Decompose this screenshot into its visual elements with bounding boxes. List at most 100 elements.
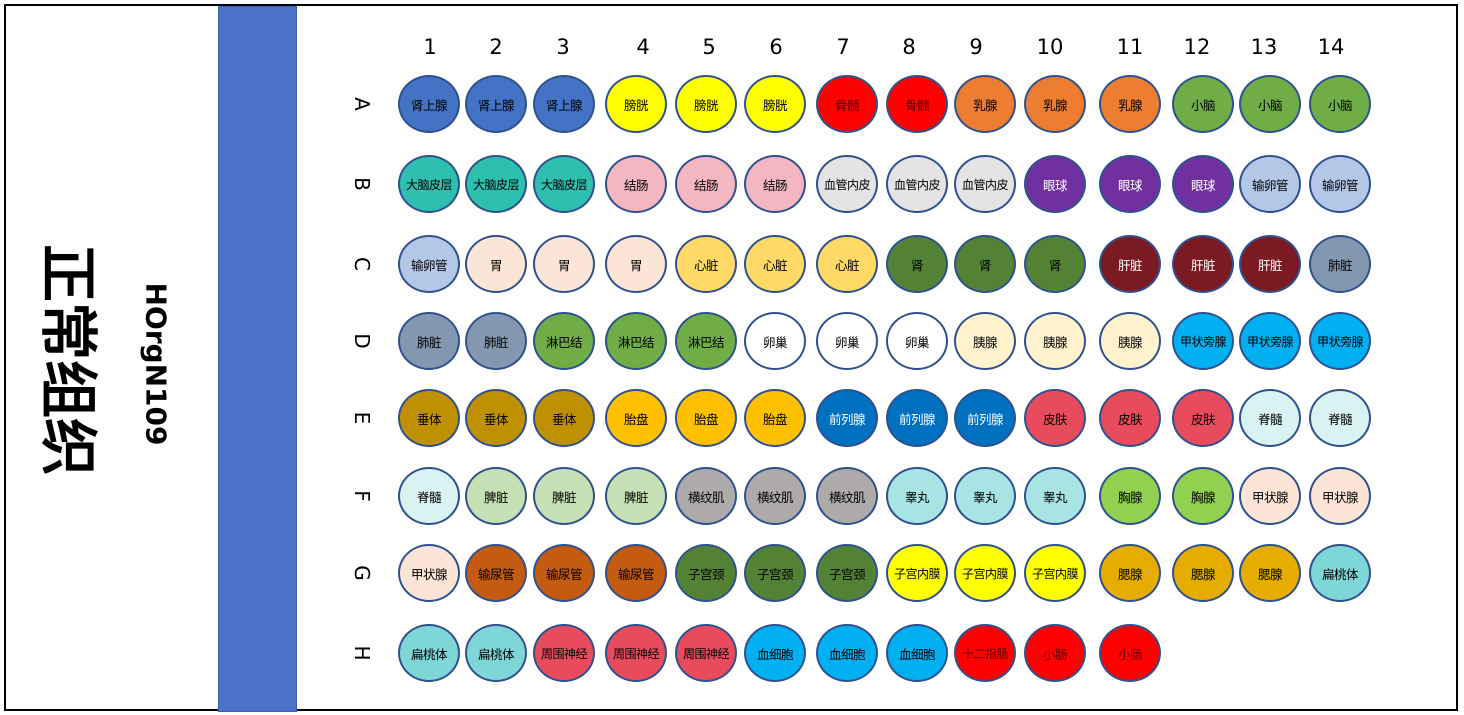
well-G13[interactable]: 腮腺 [1239, 544, 1301, 602]
well-H4[interactable]: 周围神经 [605, 624, 667, 682]
well-C8[interactable]: 肾 [886, 235, 948, 293]
well-E11[interactable]: 皮肤 [1099, 389, 1161, 447]
well-B3[interactable]: 大脑皮层 [533, 155, 595, 213]
well-H11[interactable]: 小肠 [1099, 624, 1161, 682]
well-A11[interactable]: 乳腺 [1099, 75, 1161, 133]
well-H3[interactable]: 周围神经 [533, 624, 595, 682]
well-B14[interactable]: 输卵管 [1309, 155, 1371, 213]
well-E7[interactable]: 前列腺 [816, 389, 878, 447]
well-B8[interactable]: 血管内皮 [886, 155, 948, 213]
well-B1[interactable]: 大脑皮层 [398, 155, 460, 213]
well-D12[interactable]: 甲状旁腺 [1172, 312, 1234, 370]
well-D10[interactable]: 胰腺 [1024, 312, 1086, 370]
well-F14[interactable]: 甲状腺 [1309, 467, 1371, 525]
well-F4[interactable]: 脾脏 [605, 467, 667, 525]
well-B13[interactable]: 输卵管 [1239, 155, 1301, 213]
well-G2[interactable]: 输尿管 [465, 544, 527, 602]
well-G9[interactable]: 子宫内膜 [954, 544, 1016, 602]
well-H8[interactable]: 血细胞 [886, 624, 948, 682]
well-G11[interactable]: 腮腺 [1099, 544, 1161, 602]
well-D5[interactable]: 淋巴结 [675, 312, 737, 370]
well-G3[interactable]: 输尿管 [533, 544, 595, 602]
well-D6[interactable]: 卵巢 [744, 312, 806, 370]
well-D11[interactable]: 胰腺 [1099, 312, 1161, 370]
well-B4[interactable]: 结肠 [605, 155, 667, 213]
well-F1[interactable]: 脊髓 [398, 467, 460, 525]
well-G14[interactable]: 扁桃体 [1309, 544, 1371, 602]
well-E4[interactable]: 胎盘 [605, 389, 667, 447]
well-H9[interactable]: 十二指肠 [954, 624, 1016, 682]
well-A6[interactable]: 膀胱 [744, 75, 806, 133]
well-D14[interactable]: 甲状旁腺 [1309, 312, 1371, 370]
well-A2[interactable]: 肾上腺 [465, 75, 527, 133]
well-E6[interactable]: 胎盘 [744, 389, 806, 447]
well-H2[interactable]: 扁桃体 [465, 624, 527, 682]
well-F2[interactable]: 脾脏 [465, 467, 527, 525]
well-E13[interactable]: 脊髓 [1239, 389, 1301, 447]
well-C12[interactable]: 肝脏 [1172, 235, 1234, 293]
well-D8[interactable]: 卵巢 [886, 312, 948, 370]
well-E8[interactable]: 前列腺 [886, 389, 948, 447]
well-E10[interactable]: 皮肤 [1024, 389, 1086, 447]
well-A4[interactable]: 膀胱 [605, 75, 667, 133]
well-C11[interactable]: 肝脏 [1099, 235, 1161, 293]
well-F8[interactable]: 睾丸 [886, 467, 948, 525]
well-H5[interactable]: 周围神经 [675, 624, 737, 682]
well-E12[interactable]: 皮肤 [1172, 389, 1234, 447]
well-E1[interactable]: 垂体 [398, 389, 460, 447]
well-B12[interactable]: 眼球 [1172, 155, 1234, 213]
well-A12[interactable]: 小脑 [1172, 75, 1234, 133]
well-G10[interactable]: 子宫内膜 [1024, 544, 1086, 602]
well-F13[interactable]: 甲状腺 [1239, 467, 1301, 525]
well-B2[interactable]: 大脑皮层 [465, 155, 527, 213]
well-F5[interactable]: 横纹肌 [675, 467, 737, 525]
well-A10[interactable]: 乳腺 [1024, 75, 1086, 133]
well-F9[interactable]: 睾丸 [954, 467, 1016, 525]
well-A1[interactable]: 肾上腺 [398, 75, 460, 133]
well-E2[interactable]: 垂体 [465, 389, 527, 447]
well-D1[interactable]: 肺脏 [398, 312, 460, 370]
well-A7[interactable]: 骨髓 [816, 75, 878, 133]
well-C9[interactable]: 肾 [954, 235, 1016, 293]
well-A13[interactable]: 小脑 [1239, 75, 1301, 133]
well-E3[interactable]: 垂体 [533, 389, 595, 447]
well-F10[interactable]: 睾丸 [1024, 467, 1086, 525]
well-B10[interactable]: 眼球 [1024, 155, 1086, 213]
well-G12[interactable]: 腮腺 [1172, 544, 1234, 602]
well-C14[interactable]: 肺脏 [1309, 235, 1371, 293]
well-A3[interactable]: 肾上腺 [533, 75, 595, 133]
well-G4[interactable]: 输尿管 [605, 544, 667, 602]
well-B11[interactable]: 眼球 [1099, 155, 1161, 213]
well-A8[interactable]: 骨髓 [886, 75, 948, 133]
well-F11[interactable]: 胸腺 [1099, 467, 1161, 525]
well-D2[interactable]: 肺脏 [465, 312, 527, 370]
well-C4[interactable]: 胃 [605, 235, 667, 293]
well-G1[interactable]: 甲状腺 [398, 544, 460, 602]
well-F12[interactable]: 胸腺 [1172, 467, 1234, 525]
well-H10[interactable]: 小肠 [1024, 624, 1086, 682]
well-G8[interactable]: 子宫内膜 [886, 544, 948, 602]
well-A9[interactable]: 乳腺 [954, 75, 1016, 133]
well-B6[interactable]: 结肠 [744, 155, 806, 213]
well-C3[interactable]: 胃 [533, 235, 595, 293]
well-B9[interactable]: 血管内皮 [954, 155, 1016, 213]
well-G5[interactable]: 子宫颈 [675, 544, 737, 602]
well-A5[interactable]: 膀胱 [675, 75, 737, 133]
well-E14[interactable]: 脊髓 [1309, 389, 1371, 447]
well-C6[interactable]: 心脏 [744, 235, 806, 293]
well-D7[interactable]: 卵巢 [816, 312, 878, 370]
well-C13[interactable]: 肝脏 [1239, 235, 1301, 293]
well-B7[interactable]: 血管内皮 [816, 155, 878, 213]
well-C10[interactable]: 肾 [1024, 235, 1086, 293]
well-F3[interactable]: 脾脏 [533, 467, 595, 525]
well-C1[interactable]: 输卵管 [398, 235, 460, 293]
well-B5[interactable]: 结肠 [675, 155, 737, 213]
well-C2[interactable]: 胃 [465, 235, 527, 293]
well-D3[interactable]: 淋巴结 [533, 312, 595, 370]
well-E9[interactable]: 前列腺 [954, 389, 1016, 447]
well-F6[interactable]: 横纹肌 [744, 467, 806, 525]
well-H1[interactable]: 扁桃体 [398, 624, 460, 682]
well-H7[interactable]: 血细胞 [816, 624, 878, 682]
well-D9[interactable]: 胰腺 [954, 312, 1016, 370]
well-H6[interactable]: 血细胞 [744, 624, 806, 682]
